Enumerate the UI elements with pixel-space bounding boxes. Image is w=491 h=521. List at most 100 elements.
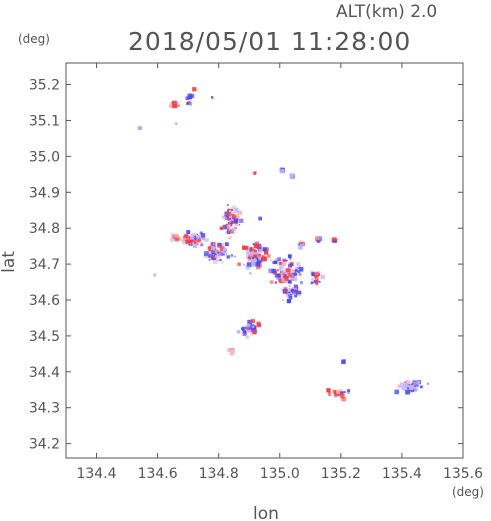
data-point xyxy=(229,349,235,354)
data-point xyxy=(214,254,218,258)
data-point xyxy=(201,236,206,241)
data-point xyxy=(185,239,190,244)
data-point xyxy=(252,261,256,266)
data-point xyxy=(404,382,409,387)
data-point xyxy=(222,251,225,254)
data-point xyxy=(203,251,209,256)
data-point xyxy=(286,298,292,304)
chart-title: 2018/05/01 11:28:00 xyxy=(128,27,411,56)
data-point xyxy=(241,326,247,332)
data-point xyxy=(268,268,273,274)
data-point xyxy=(405,380,411,385)
data-point xyxy=(282,299,285,302)
data-point xyxy=(258,257,261,261)
data-point xyxy=(264,250,269,255)
data-point xyxy=(277,275,282,279)
data-point xyxy=(311,278,314,281)
y-tick-label: 34.5 xyxy=(29,329,60,345)
data-point xyxy=(294,272,298,276)
data-point xyxy=(245,335,249,339)
data-point xyxy=(182,239,188,245)
data-point xyxy=(290,264,293,267)
data-point xyxy=(265,247,269,251)
data-point xyxy=(281,170,284,173)
data-point xyxy=(271,268,276,274)
data-point xyxy=(401,386,406,391)
data-point xyxy=(244,245,249,250)
data-point xyxy=(394,389,399,395)
data-point xyxy=(230,209,233,211)
data-point xyxy=(221,243,224,246)
data-point xyxy=(427,382,430,385)
data-point xyxy=(224,216,227,220)
data-point xyxy=(315,278,319,283)
data-point xyxy=(251,252,256,257)
data-point xyxy=(226,255,230,259)
data-point xyxy=(200,241,203,244)
data-point xyxy=(229,209,232,213)
data-point xyxy=(208,254,213,259)
data-point xyxy=(233,208,238,214)
data-point xyxy=(253,254,257,259)
x-tick-label: 135.2 xyxy=(321,466,361,482)
data-point xyxy=(261,257,266,262)
data-point xyxy=(256,257,259,260)
data-point xyxy=(347,391,350,394)
data-point xyxy=(190,235,194,240)
data-point xyxy=(341,359,346,365)
data-point xyxy=(290,277,294,281)
data-point xyxy=(153,273,157,277)
data-point xyxy=(174,104,177,106)
data-point xyxy=(311,272,316,277)
data-point xyxy=(198,237,201,240)
data-point xyxy=(219,226,223,230)
data-point xyxy=(287,279,292,284)
data-point xyxy=(186,230,191,234)
data-point xyxy=(189,93,191,96)
data-point xyxy=(286,294,288,297)
data-point xyxy=(270,258,273,261)
data-point xyxy=(278,278,282,283)
data-point xyxy=(221,215,226,219)
data-point xyxy=(227,225,231,229)
y-tick-label: 34.9 xyxy=(29,185,60,201)
data-point xyxy=(237,210,242,216)
data-point xyxy=(237,262,241,266)
data-point xyxy=(280,273,284,277)
data-point xyxy=(276,277,280,281)
data-point xyxy=(199,231,203,235)
data-point xyxy=(225,211,231,217)
x-unit-label: (deg) xyxy=(452,485,484,499)
data-point xyxy=(299,243,302,246)
data-point xyxy=(236,330,241,334)
data-point xyxy=(289,174,295,179)
data-point xyxy=(232,216,235,220)
data-point xyxy=(225,216,229,219)
data-point xyxy=(287,273,292,278)
data-point xyxy=(194,237,197,240)
data-point xyxy=(197,243,199,246)
data-point xyxy=(315,282,319,286)
data-point xyxy=(347,389,350,393)
plot-frame xyxy=(65,62,464,459)
data-point xyxy=(341,396,346,402)
data-point xyxy=(289,268,294,274)
data-point xyxy=(188,95,193,100)
data-point xyxy=(274,258,278,261)
data-point xyxy=(316,240,319,243)
data-point xyxy=(190,93,195,98)
data-point xyxy=(241,327,244,330)
data-point xyxy=(281,278,285,282)
data-point xyxy=(253,248,257,252)
data-point xyxy=(174,233,179,239)
data-point xyxy=(284,276,289,282)
data-point xyxy=(230,254,234,257)
data-point xyxy=(248,329,252,333)
data-point xyxy=(196,235,200,239)
data-point xyxy=(256,322,262,328)
data-point xyxy=(314,275,318,279)
data-point xyxy=(257,253,261,257)
data-point xyxy=(340,394,345,399)
data-point xyxy=(188,101,191,104)
data-point xyxy=(246,257,248,259)
